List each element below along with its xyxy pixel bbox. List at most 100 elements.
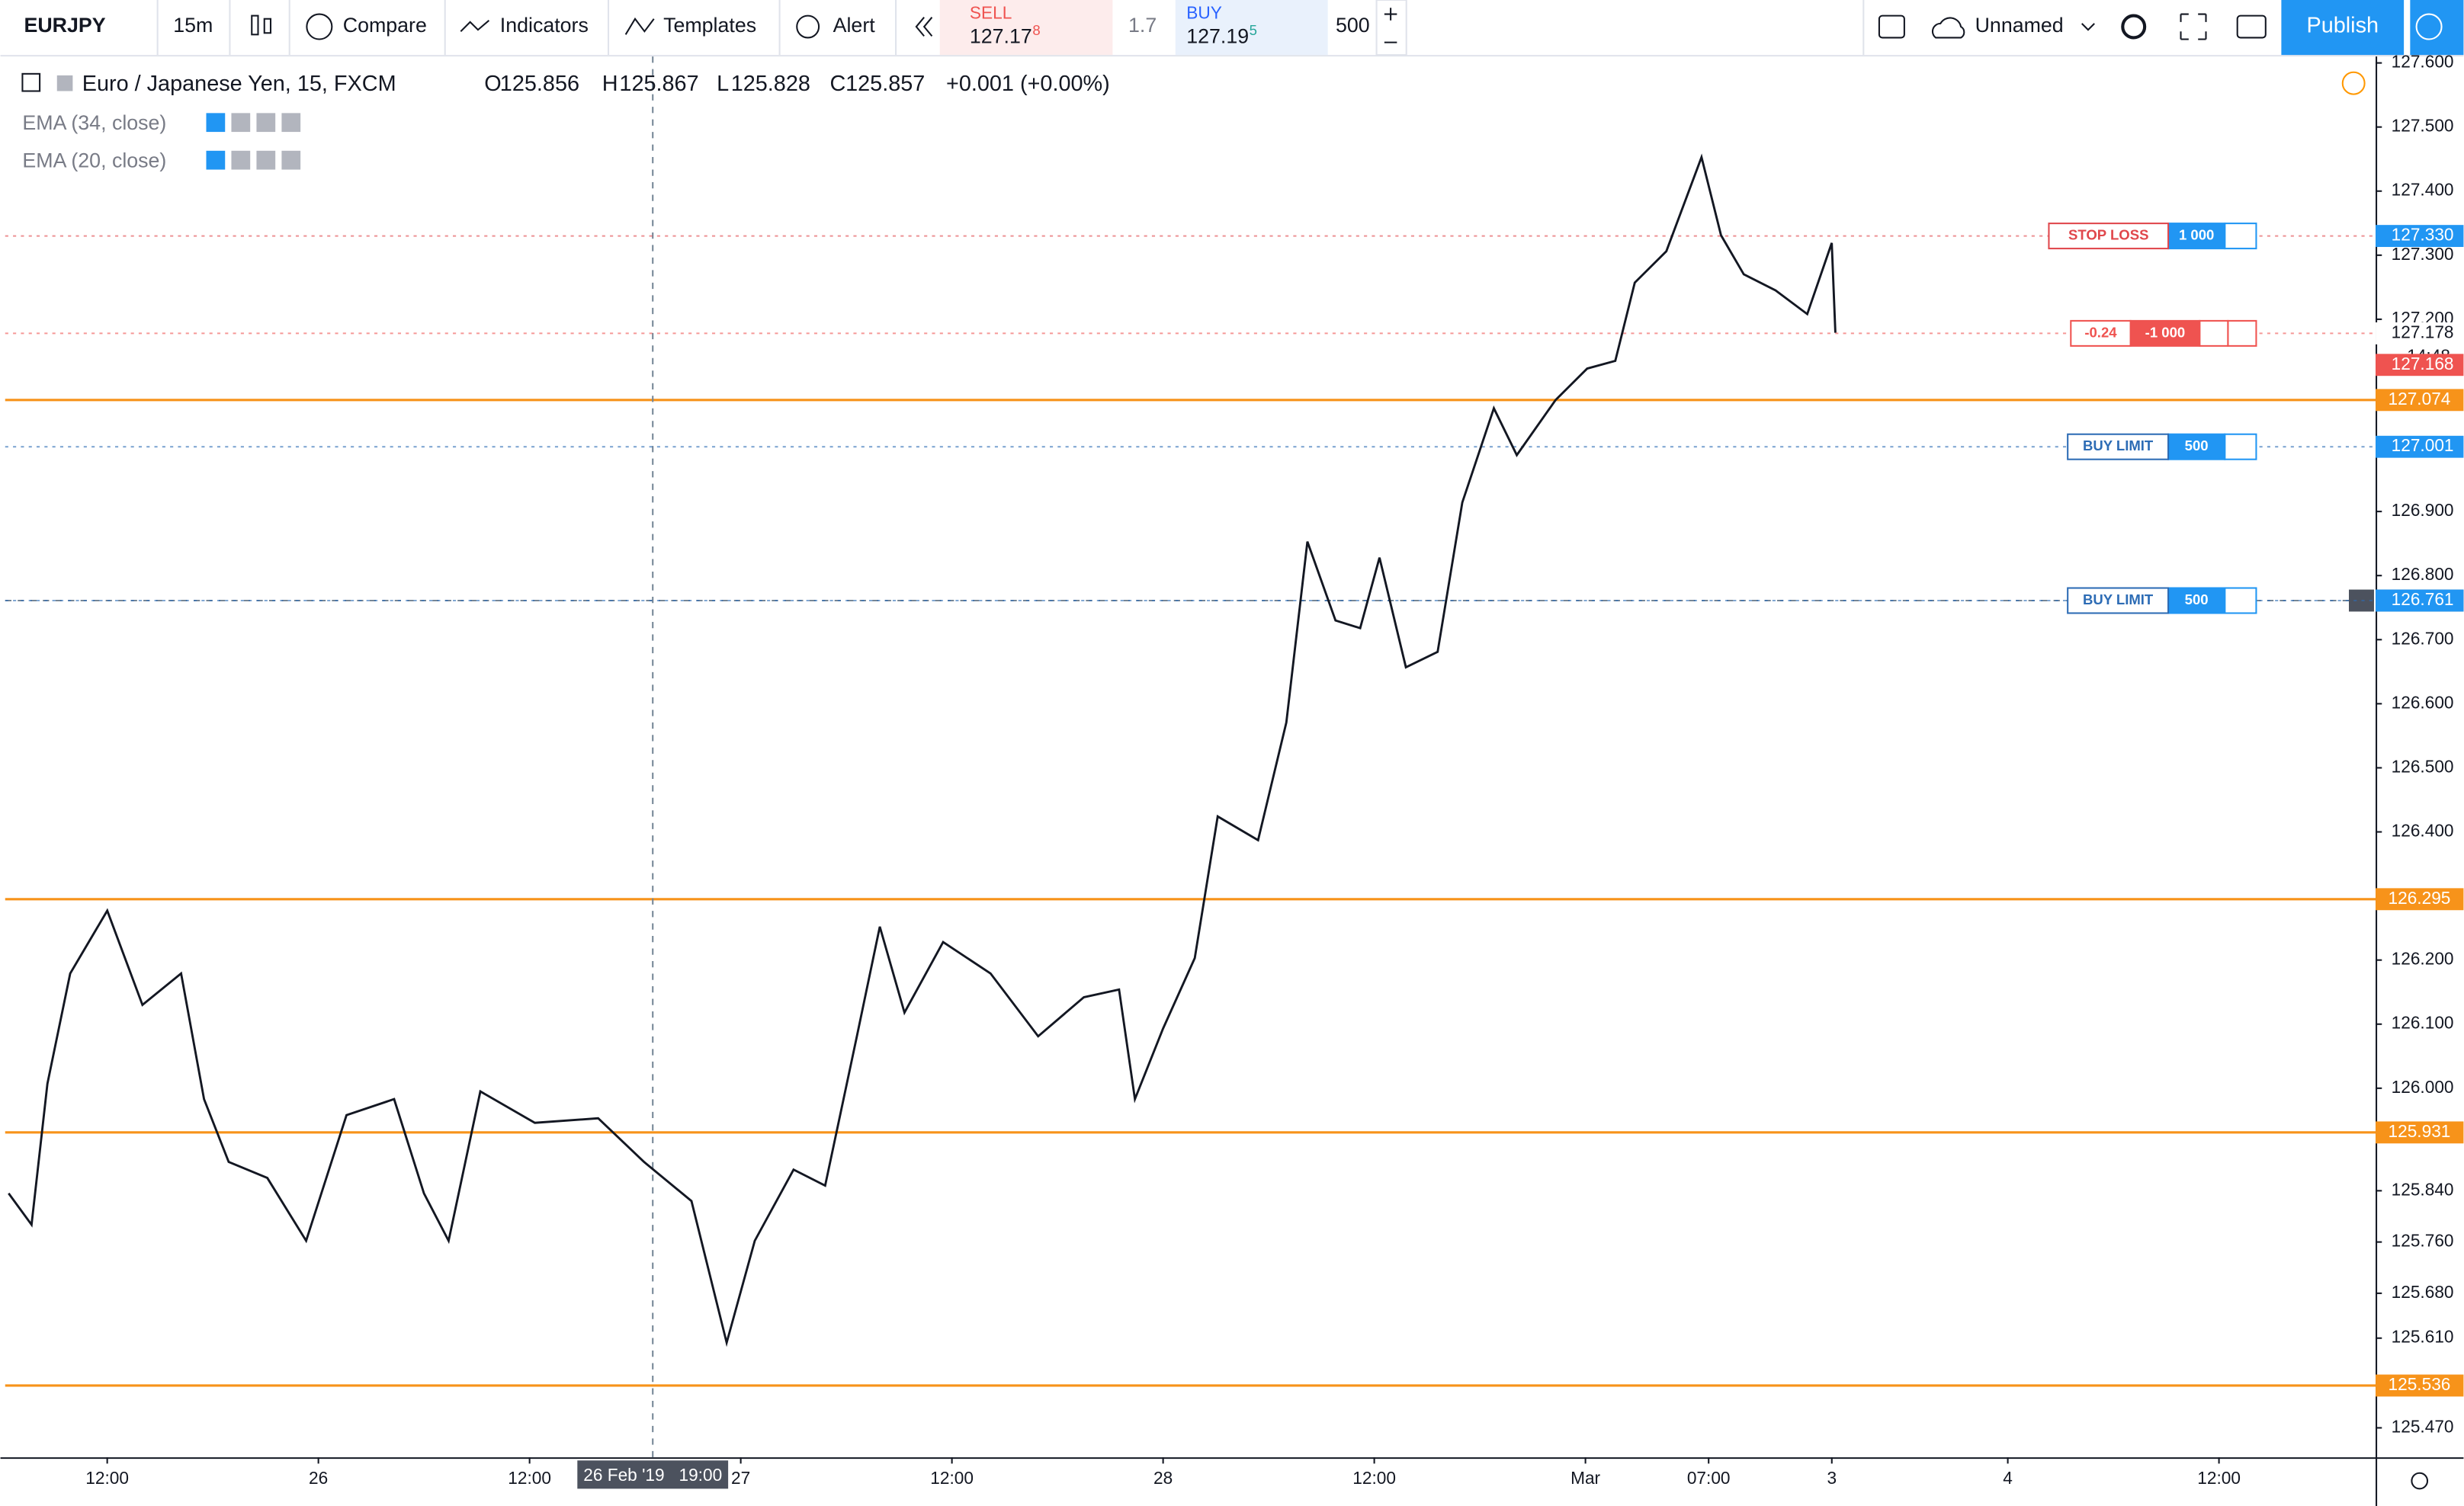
legend-title: Euro / Japanese Yen, 15, FXCM <box>82 72 396 96</box>
collapse-icon[interactable] <box>21 72 41 92</box>
price-line <box>8 153 1837 1347</box>
templates-icon[interactable] <box>624 17 655 35</box>
quantity[interactable]: 500 <box>1336 14 1370 37</box>
x-tick-label: 12:00 <box>85 1468 129 1488</box>
level-price-label: 126.295 <box>2389 888 2451 908</box>
sell-panel[interactable] <box>939 0 1113 56</box>
x-tick-label: 26 <box>309 1468 328 1488</box>
order-type-box <box>2048 223 2170 250</box>
indicators-icon[interactable] <box>460 20 490 32</box>
order-type: STOP LOSS <box>2068 226 2148 242</box>
buy-panel[interactable] <box>1175 0 1328 56</box>
sell-price: 127.17 <box>970 25 1032 48</box>
level-price-box <box>2376 888 2464 911</box>
level-price-label: 127.074 <box>2389 389 2451 409</box>
y-tick-label: 126.100 <box>2392 1013 2454 1033</box>
indicators-button[interactable]: Indicators <box>500 14 589 37</box>
order-quantity: 500 <box>2185 591 2209 607</box>
level-price-label: 125.931 <box>2389 1121 2451 1141</box>
y-tick-label: 125.610 <box>2392 1327 2454 1347</box>
order-quantity: 1 000 <box>2179 226 2214 242</box>
symbol-icon <box>56 75 73 91</box>
position-quantity: -1 000 <box>2145 324 2186 340</box>
compare-icon[interactable] <box>306 13 333 40</box>
sell-label: SELL <box>970 3 1012 23</box>
y-tick-label: 125.470 <box>2392 1416 2454 1436</box>
x-tick-label: Mar <box>1570 1468 1600 1488</box>
symbol[interactable]: EURJPY <box>24 14 105 37</box>
order-price-box <box>2376 435 2464 458</box>
layout-caret[interactable] <box>2081 23 2095 31</box>
x-tick-label: 3 <box>1827 1468 1837 1488</box>
y-tick-label: 126.400 <box>2392 821 2454 841</box>
warning-icon[interactable] <box>2341 71 2366 95</box>
position-pnl-box <box>2070 319 2132 347</box>
position-price-label: 127.178 <box>2392 322 2454 341</box>
play-button[interactable] <box>2410 0 2464 56</box>
last-price-box <box>2376 354 2464 376</box>
order-price-label: 127.330 <box>2392 225 2454 245</box>
alert-icon[interactable] <box>796 14 820 39</box>
indicator-controls[interactable] <box>206 113 301 170</box>
settings-icon[interactable] <box>2121 14 2147 40</box>
select-icon[interactable] <box>1878 14 1905 39</box>
buy-price: 127.19 <box>1186 25 1249 48</box>
level-price-box <box>2376 1374 2464 1397</box>
buy-pip: 5 <box>1250 22 1257 38</box>
order-close-box <box>2224 587 2257 614</box>
x-tick-label: 27 <box>731 1468 750 1488</box>
indicator: EMA (20, close) <box>22 149 166 171</box>
qty-stepper[interactable] <box>1375 0 1407 56</box>
y-tick-label: 126.700 <box>2392 628 2454 648</box>
level-price-label: 125.536 <box>2389 1374 2451 1394</box>
ohlc-label: O <box>484 72 501 96</box>
y-tick-label: 127.300 <box>2392 244 2454 264</box>
ohlc-label: H <box>602 72 618 96</box>
y-tick-label: 127.600 <box>2392 52 2454 72</box>
x-tick-label: 28 <box>1153 1468 1173 1488</box>
y-tick-label: 125.760 <box>2392 1231 2454 1251</box>
legend: Euro / Japanese Yen, 15, FXCM O 125.856 … <box>21 71 2366 171</box>
level-price-box <box>2376 389 2464 412</box>
interval[interactable]: 15m <box>173 14 213 37</box>
order-price-box <box>2376 225 2464 248</box>
layout-name[interactable]: Unnamed <box>1975 14 2064 37</box>
position-pnl: -0.24 <box>2084 324 2117 340</box>
axis-settings-icon[interactable] <box>2411 1472 2429 1490</box>
alert-button[interactable]: Alert <box>833 14 876 37</box>
x-tick-label: 12:00 <box>508 1468 551 1488</box>
ohlc-value: 125.857 <box>845 72 925 96</box>
fullscreen-icon[interactable] <box>2180 13 2207 40</box>
cloud-icon <box>1931 17 1965 39</box>
crosshair-time-label: 26 Feb '19 19:00 <box>583 1465 722 1485</box>
toolbar: EURJPY 15m Compare Indicators Templates … <box>0 0 2464 57</box>
templates-button[interactable]: Templates <box>663 14 756 37</box>
sell-pip: 8 <box>1032 22 1040 38</box>
y-tick-label: 127.500 <box>2392 116 2454 136</box>
x-tick-label: 12:00 <box>2197 1468 2241 1488</box>
change: +0.001 (+0.00%) <box>946 72 1110 96</box>
compare-button[interactable]: Compare <box>343 14 427 37</box>
y-tick-label: 126.800 <box>2392 564 2454 584</box>
y-tick-label: 127.400 <box>2392 180 2454 200</box>
ohlc-value: 125.867 <box>619 72 698 96</box>
x-tick-label: 4 <box>2003 1468 2013 1488</box>
ohlc-label: C <box>830 72 846 96</box>
ohlc-value: 125.856 <box>500 72 579 96</box>
replay-icon[interactable] <box>915 17 933 37</box>
spread: 1.7 <box>1128 14 1157 37</box>
order-quantity: 500 <box>2185 437 2209 453</box>
publish-button[interactable] <box>2281 0 2405 56</box>
order-price-label: 127.001 <box>2392 435 2454 455</box>
snapshot-icon[interactable] <box>2236 14 2267 39</box>
y-tick-label: 126.000 <box>2392 1077 2454 1097</box>
x-tick-label: 07:00 <box>1687 1468 1731 1488</box>
order-type-box <box>2067 587 2170 614</box>
y-tick-label: 126.200 <box>2392 949 2454 969</box>
candle-icon[interactable] <box>251 14 272 36</box>
order-close-box <box>2224 433 2257 460</box>
order-type-box <box>2067 433 2170 460</box>
ohlc-label: L <box>717 72 729 96</box>
